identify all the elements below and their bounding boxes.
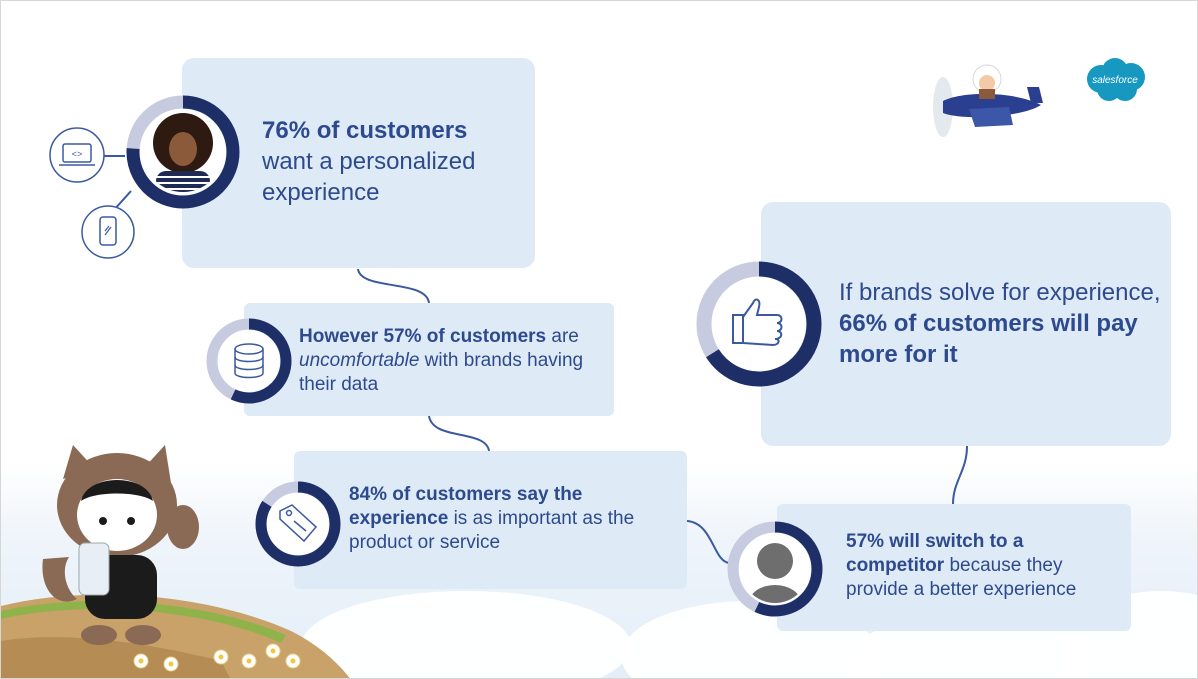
pay-more-card — [761, 202, 1171, 446]
experience-card — [294, 451, 687, 589]
uncomfortable-rest-b: with brands having their data — [299, 350, 584, 395]
customer-avatar — [143, 112, 223, 192]
pay-more-text: If brands solve for experience, 66% of c… — [839, 277, 1169, 370]
laptop-icon: <> — [49, 127, 105, 183]
switch-text: 57% will switch to a competitor because … — [846, 530, 1126, 602]
personalized-rest: want a personalized experience — [262, 148, 476, 206]
thumbs-up-icon — [732, 298, 783, 347]
pay-more-highlight: 66% of customers will pay more for it — [839, 310, 1138, 368]
uncomfortable-highlight: However 57% of customers — [299, 326, 547, 347]
experience-rest: is as important as the product or servic… — [349, 508, 635, 553]
uncomfortable-rest-a: are — [546, 326, 579, 347]
mobile-phone-icon — [81, 205, 135, 259]
personalized-highlight: 76% of customers — [262, 117, 468, 144]
switch-rest: because they provide a better experience — [846, 555, 1077, 600]
pay-more-lead: If brands solve for experience, — [839, 279, 1161, 306]
switch-card — [777, 504, 1131, 631]
uncomfortable-card — [244, 303, 614, 416]
price-tag-icon — [279, 504, 318, 543]
logo-text: salesforce — [1092, 75, 1138, 86]
personalized-text: 76% of customers want a personalized exp… — [262, 115, 522, 208]
uncomfortable-text: However 57% of customers are uncomfortab… — [299, 325, 609, 397]
switch-highlight: 57% will switch to a competitor — [846, 531, 1024, 576]
astro-mascot-illustration — [42, 445, 199, 645]
personalized-card — [182, 58, 535, 268]
cloud — [301, 591, 631, 678]
person-silhouette-icon — [749, 543, 801, 603]
uncomfortable-emphasis: uncomfortable — [299, 350, 420, 371]
database-icon — [234, 343, 264, 379]
salesforce-logo: salesforce — [1087, 58, 1145, 101]
experience-highlight: 84% of customers say the experience — [349, 484, 583, 529]
svg-text:<>: <> — [72, 150, 83, 160]
pay-more-ring — [696, 261, 822, 387]
switch-ring — [727, 521, 823, 617]
experience-text: 84% of customers say the experience is a… — [349, 483, 679, 555]
einstein-airplane-illustration — [933, 64, 1043, 137]
